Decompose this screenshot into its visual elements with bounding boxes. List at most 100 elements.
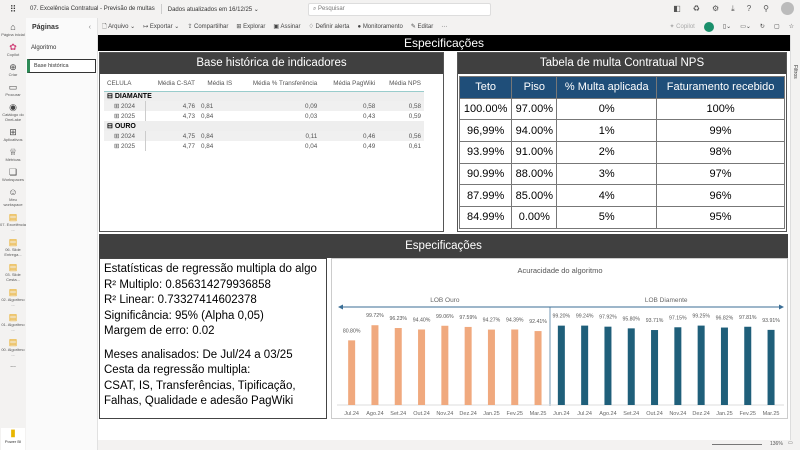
fit-page-icon[interactable]: ▭: [788, 440, 793, 446]
bar[interactable]: [767, 329, 775, 405]
nav-item[interactable]: ▤ 03. Slide Cesta...: [0, 262, 26, 282]
column-header[interactable]: Média NPS: [378, 77, 424, 92]
group-row[interactable]: ⊟ OURO: [104, 121, 424, 131]
powerbi-button[interactable]: ▮ Power BI: [1, 428, 25, 450]
comment-icon[interactable]: ▢: [773, 24, 780, 30]
data-label: 97.92%: [599, 315, 617, 321]
collapse-icon[interactable]: ⊟: [107, 123, 115, 130]
bar[interactable]: [534, 331, 542, 405]
edit-button[interactable]: ✎ Editar: [410, 24, 434, 30]
collapse-icon[interactable]: ‹: [88, 24, 91, 31]
accuracy-chart-svg: Acuracidade do algoritmo 80.80% Jul.24 99.7…: [337, 266, 784, 417]
arrow-left-icon: [338, 304, 343, 310]
more-button[interactable]: ···: [441, 23, 448, 30]
file-menu[interactable]: 🗋 Arquivo ⌄: [102, 23, 136, 30]
refresh-date-dropdown[interactable]: Dados atualizados em 16/12/25 ⌄: [167, 6, 259, 13]
column-header[interactable]: Média IS: [198, 77, 236, 92]
report-icon: ▤: [8, 337, 18, 347]
bar[interactable]: [441, 325, 449, 405]
share-icon[interactable]: ⚲: [763, 4, 769, 13]
x-tick-label: Fev.25: [740, 411, 756, 417]
help-icon[interactable]: ?: [746, 4, 752, 13]
app-launcher-icon[interactable]: ⠿: [9, 3, 17, 14]
bar[interactable]: [744, 326, 752, 405]
bar[interactable]: [464, 326, 472, 405]
nav-item[interactable]: ▤ 06. Slide Entrega...: [0, 237, 26, 257]
expand-icon[interactable]: ⊞: [114, 112, 122, 120]
expand-icon[interactable]: ⊞: [114, 102, 122, 110]
panel-icon[interactable]: ◧: [673, 4, 681, 13]
view-icon[interactable]: ▭⌄: [740, 24, 751, 30]
explore-button[interactable]: ⊞ Explorar: [236, 24, 266, 30]
nav-item[interactable]: ❏ Workspaces: [0, 167, 26, 182]
column-header[interactable]: Média % Transferência: [235, 77, 321, 92]
nav-item[interactable]: ⌂ Página inicial: [1, 22, 25, 37]
data-label: 93.91%: [762, 318, 780, 324]
settings-icon[interactable]: ⚙: [711, 4, 720, 13]
sync-icon[interactable]: [703, 21, 714, 32]
bar[interactable]: [697, 325, 705, 405]
expand-icon[interactable]: ⊞: [114, 132, 122, 140]
page-item-algoritmo[interactable]: Algoritmo: [31, 45, 57, 51]
nav-item[interactable]: ⊞ Aplicativos: [0, 127, 26, 142]
share-button[interactable]: ⇪ Compartilhar: [187, 24, 229, 30]
nav-item[interactable]: ▤ 02. Algoritmo ...: [1, 287, 25, 307]
x-tick-label: Fev.25: [507, 411, 523, 417]
bar[interactable]: [627, 328, 635, 405]
monitoring-button[interactable]: ● Monitoramento: [357, 23, 403, 30]
export-menu[interactable]: ↦ Exportar ⌄: [143, 24, 180, 30]
nav-item[interactable]: ▤ 07. Excelência ...: [0, 212, 27, 232]
bar[interactable]: [394, 328, 402, 405]
bar[interactable]: [557, 325, 565, 405]
data-label: 99.25%: [692, 314, 710, 320]
bookmark-icon[interactable]: ▯⌄: [722, 24, 732, 30]
bar[interactable]: [651, 330, 659, 405]
bar[interactable]: [511, 329, 519, 405]
nav-item[interactable]: ▤ 00. Algoritmo ...: [1, 337, 25, 357]
nav-item[interactable]: ⊕ Criar: [0, 62, 26, 77]
favorite-icon[interactable]: ☆: [788, 24, 794, 30]
column-header: Teto: [458, 76, 513, 99]
bar[interactable]: [581, 325, 589, 405]
page-item-base-historica[interactable]: Base histórica: [27, 59, 96, 73]
nav-item[interactable]: ▭ Procurar: [0, 82, 26, 97]
bar[interactable]: [418, 329, 426, 405]
avatar[interactable]: [781, 2, 794, 15]
nav-item[interactable]: ☺ Meu workspace: [0, 187, 26, 207]
data-label: 97.15%: [669, 315, 687, 321]
zoom-slider[interactable]: [712, 444, 762, 445]
home-icon: ⌂: [10, 22, 16, 32]
bar[interactable]: [348, 340, 356, 405]
alert-button[interactable]: ♢ Definir alerta: [308, 24, 350, 30]
collapse-icon[interactable]: ⊟: [107, 93, 115, 101]
column-header[interactable]: Média PagWiki: [320, 77, 379, 92]
data-label: 99.20%: [553, 314, 571, 320]
bar[interactable]: [487, 329, 495, 405]
nav-item[interactable]: ▤ 01. Algoritmo ...: [1, 312, 25, 332]
pages-panel: Páginas ‹ Algoritmo Base histórica: [26, 18, 98, 450]
column-header[interactable]: Média C-SAT: [145, 77, 199, 92]
x-tick-label: Out.24: [413, 411, 430, 417]
table-row: 96,99% 94.00% 1% 99%: [458, 119, 785, 143]
search-input[interactable]: ⌕ Pesquisar: [308, 3, 491, 16]
bar[interactable]: [674, 327, 682, 405]
bar[interactable]: [604, 326, 612, 405]
nav-item[interactable]: ♕ Métricas: [0, 147, 26, 162]
notifications-icon[interactable]: ♻: [692, 4, 700, 13]
download-icon[interactable]: ⤓: [731, 3, 735, 13]
zoom-level: 136%: [770, 441, 783, 447]
column-header[interactable]: CELULA: [104, 77, 146, 92]
subscribe-button[interactable]: ▣ Assinar: [273, 24, 301, 30]
nav-item[interactable]: ✿ Copilot: [0, 42, 26, 57]
expand-icon[interactable]: ⊞: [114, 142, 122, 150]
copilot-button[interactable]: ✦ Copilot: [669, 24, 695, 30]
refresh-icon[interactable]: ↻: [759, 24, 765, 30]
group-row[interactable]: ⊟ DIAMANTE: [104, 91, 424, 101]
bar[interactable]: [720, 327, 728, 405]
x-tick-label: Jan.25: [483, 411, 500, 417]
filters-pane[interactable]: Filtros: [790, 35, 800, 440]
more-workspaces[interactable]: ...: [10, 362, 16, 369]
nav-item[interactable]: ◉ Catálogo do OneLake: [0, 102, 26, 122]
bar[interactable]: [371, 325, 379, 405]
x-tick-label: Dez.24: [692, 411, 709, 417]
